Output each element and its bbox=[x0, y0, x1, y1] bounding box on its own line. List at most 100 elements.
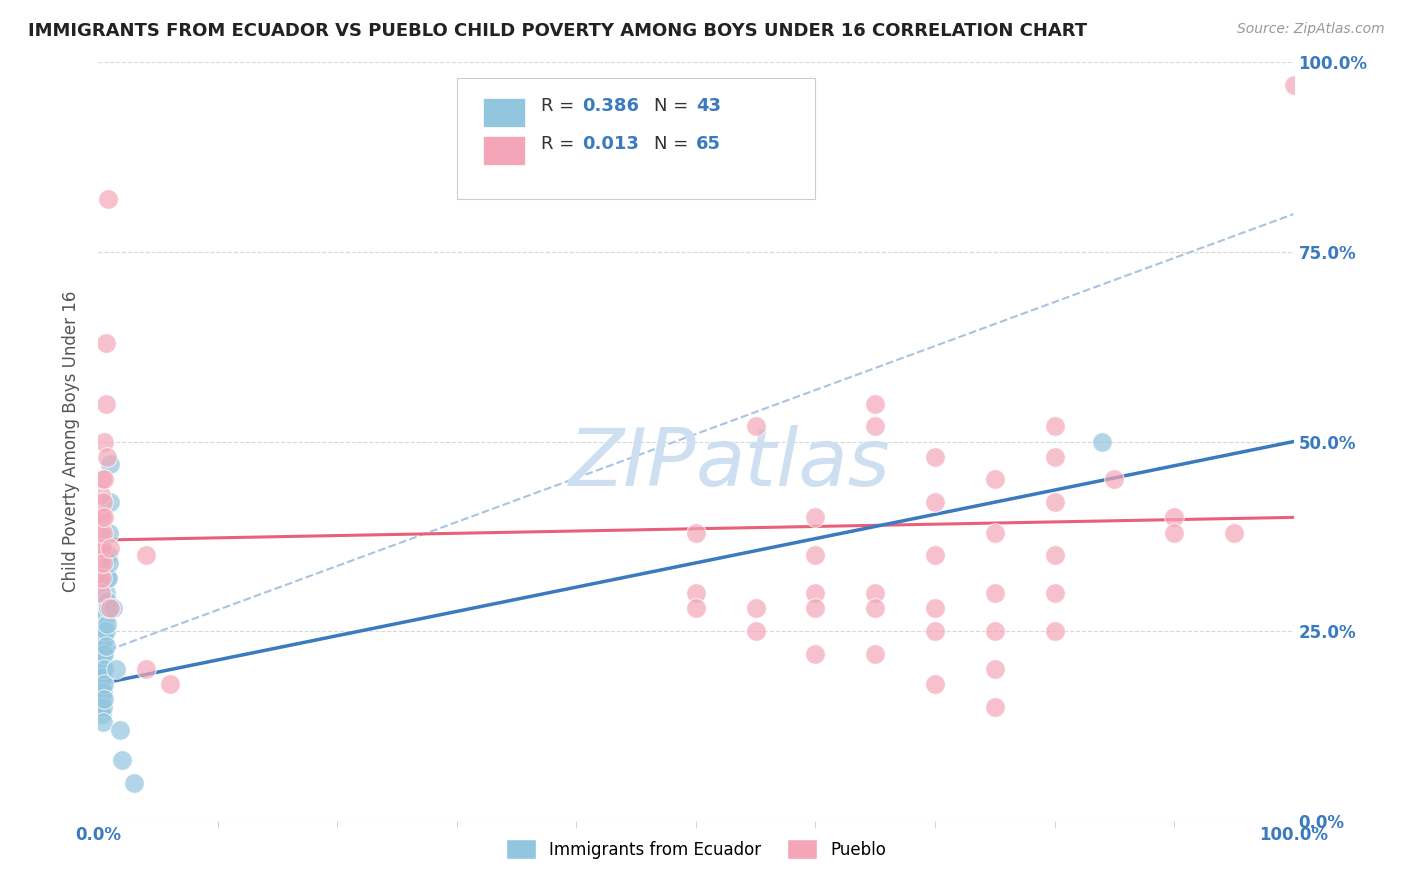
Text: ZIP: ZIP bbox=[568, 425, 696, 503]
Point bbox=[91, 677, 114, 691]
Point bbox=[93, 632, 115, 646]
Point bbox=[93, 662, 115, 676]
Point bbox=[108, 723, 131, 737]
Point bbox=[984, 525, 1007, 540]
Point bbox=[865, 396, 887, 410]
Point bbox=[97, 601, 120, 615]
Point bbox=[984, 662, 1007, 676]
Point bbox=[1163, 525, 1185, 540]
Point bbox=[924, 677, 946, 691]
Text: Source: ZipAtlas.com: Source: ZipAtlas.com bbox=[1237, 22, 1385, 37]
Point bbox=[91, 692, 114, 706]
Point bbox=[804, 586, 827, 600]
Point bbox=[865, 586, 887, 600]
Point bbox=[685, 525, 707, 540]
Text: N =: N = bbox=[654, 136, 695, 153]
Text: 0.013: 0.013 bbox=[582, 136, 640, 153]
Point bbox=[91, 707, 114, 722]
Point bbox=[1282, 78, 1305, 92]
Point bbox=[91, 571, 114, 585]
Point bbox=[91, 647, 114, 661]
Point bbox=[91, 669, 114, 683]
Point bbox=[804, 510, 827, 524]
Point bbox=[90, 699, 112, 714]
Point bbox=[93, 601, 115, 615]
Point bbox=[924, 495, 946, 509]
Point bbox=[1043, 419, 1066, 434]
Point bbox=[924, 450, 946, 464]
Point bbox=[90, 525, 112, 540]
Point bbox=[135, 548, 157, 563]
Point bbox=[804, 548, 827, 563]
Point bbox=[94, 586, 117, 600]
Point bbox=[865, 647, 887, 661]
Point bbox=[89, 677, 111, 691]
FancyBboxPatch shape bbox=[457, 78, 815, 199]
Point bbox=[685, 586, 707, 600]
Point bbox=[89, 541, 111, 555]
Point bbox=[1043, 495, 1066, 509]
Point bbox=[1043, 624, 1066, 639]
Point bbox=[94, 396, 117, 410]
Point bbox=[91, 699, 114, 714]
Point bbox=[98, 601, 122, 615]
Point bbox=[89, 510, 111, 524]
Point bbox=[91, 685, 114, 699]
Text: 0.386: 0.386 bbox=[582, 97, 640, 115]
Point bbox=[745, 419, 768, 434]
Point bbox=[90, 556, 112, 570]
Point bbox=[1043, 548, 1066, 563]
Point bbox=[98, 495, 122, 509]
Point bbox=[111, 753, 134, 767]
Point bbox=[93, 647, 115, 661]
Text: N =: N = bbox=[654, 97, 695, 115]
Point bbox=[91, 556, 114, 570]
Point bbox=[93, 434, 115, 449]
Point bbox=[94, 608, 117, 623]
Point bbox=[91, 541, 114, 555]
Point bbox=[96, 450, 118, 464]
Point bbox=[984, 473, 1007, 487]
Point bbox=[97, 571, 120, 585]
Point bbox=[924, 624, 946, 639]
Point bbox=[124, 776, 146, 790]
Point bbox=[804, 647, 827, 661]
Point bbox=[90, 586, 112, 600]
Point bbox=[984, 624, 1007, 639]
Point bbox=[98, 458, 122, 472]
Point bbox=[90, 647, 112, 661]
Point bbox=[91, 624, 114, 639]
Point bbox=[98, 541, 122, 555]
Point bbox=[745, 601, 768, 615]
Text: IMMIGRANTS FROM ECUADOR VS PUEBLO CHILD POVERTY AMONG BOYS UNDER 16 CORRELATION : IMMIGRANTS FROM ECUADOR VS PUEBLO CHILD … bbox=[28, 22, 1087, 40]
Point bbox=[97, 548, 120, 563]
Point bbox=[93, 677, 115, 691]
FancyBboxPatch shape bbox=[484, 98, 524, 127]
Point bbox=[924, 548, 946, 563]
Point bbox=[1043, 450, 1066, 464]
Point bbox=[89, 662, 111, 676]
Point bbox=[984, 699, 1007, 714]
Text: atlas: atlas bbox=[696, 425, 891, 503]
Point bbox=[105, 662, 128, 676]
Point bbox=[1223, 525, 1246, 540]
Point bbox=[97, 192, 120, 206]
Point bbox=[94, 624, 117, 639]
Point bbox=[101, 601, 124, 615]
Point bbox=[91, 525, 114, 540]
Point bbox=[685, 601, 707, 615]
Point bbox=[91, 715, 114, 730]
Point bbox=[91, 662, 114, 676]
Text: 43: 43 bbox=[696, 97, 721, 115]
Point bbox=[98, 556, 121, 570]
Point bbox=[96, 594, 118, 608]
Point bbox=[1104, 473, 1126, 487]
Point bbox=[135, 662, 157, 676]
Point bbox=[865, 419, 887, 434]
Point bbox=[94, 335, 117, 350]
Point bbox=[91, 473, 114, 487]
Point bbox=[94, 639, 117, 653]
Point bbox=[91, 639, 114, 653]
Point bbox=[90, 487, 112, 501]
Point bbox=[89, 571, 111, 585]
